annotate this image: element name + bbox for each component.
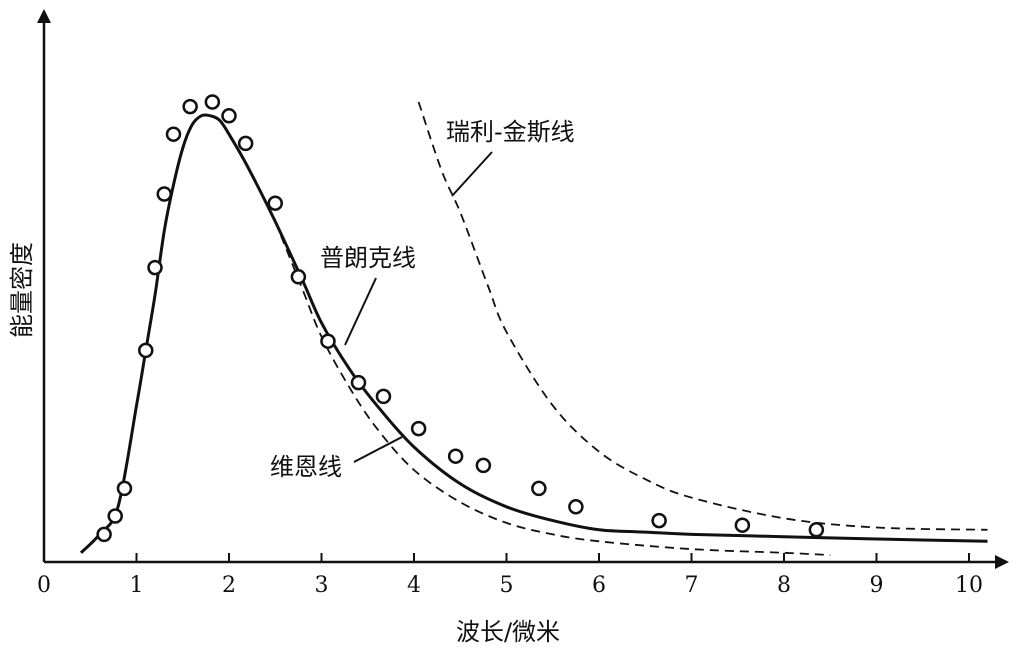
x-tick-label-6: 6	[592, 573, 606, 598]
data-point-9	[221, 108, 237, 124]
data-point-2	[116, 480, 133, 497]
marker-layer	[96, 94, 825, 543]
x-tick-label-5: 5	[500, 573, 514, 598]
data-point-14	[350, 374, 367, 391]
planck-curve	[79, 113, 988, 554]
x-tick-label-2: 2	[222, 573, 236, 598]
planck-label-leader	[344, 277, 377, 346]
x-tick-label-3: 3	[315, 573, 329, 598]
data-point-20	[568, 499, 584, 515]
axes: 0 1 2 3 4 5 6 7 8 9 10 波长/微米 能量密度	[8, 9, 1009, 646]
data-point-15	[375, 388, 392, 405]
data-point-1	[107, 508, 123, 524]
planck-label: 普朗克线	[320, 244, 416, 272]
x-tick-label-7: 7	[685, 573, 699, 598]
x-tick-label-0: 0	[37, 573, 51, 598]
x-tick-label-8: 8	[777, 573, 791, 598]
data-point-0	[96, 526, 112, 543]
data-point-3	[138, 342, 154, 359]
rayleigh-jeans-label-leader	[451, 151, 493, 197]
data-point-10	[237, 135, 254, 152]
data-point-22	[734, 517, 751, 533]
data-point-19	[531, 480, 547, 497]
x-tick-label-1: 1	[130, 573, 144, 598]
data-point-12	[290, 269, 307, 285]
data-point-11	[267, 195, 283, 211]
data-point-7	[182, 98, 198, 115]
data-point-6	[165, 126, 182, 142]
data-point-23	[808, 522, 825, 538]
data-point-4	[147, 259, 163, 276]
data-point-13	[320, 333, 336, 349]
x-tick-label-4: 4	[407, 573, 421, 598]
y-axis-title: 能量密度	[8, 242, 36, 338]
data-point-8	[204, 94, 221, 110]
x-axis-title: 波长/微米	[456, 618, 560, 646]
rayleigh-jeans-curve	[417, 101, 988, 531]
data-point-5	[156, 186, 172, 202]
data-point-17	[447, 448, 464, 464]
wien-curve	[274, 221, 831, 556]
data-point-21	[651, 512, 667, 529]
wien-label-leader	[353, 436, 403, 463]
wien-label: 维恩线	[270, 453, 342, 481]
data-point-18	[475, 457, 492, 474]
x-tick-label-10: 10	[955, 573, 983, 598]
data-point-16	[410, 420, 427, 437]
x-tick-label-9: 9	[870, 573, 884, 598]
rayleigh-jeans-label: 瑞利-金斯线	[446, 118, 575, 146]
